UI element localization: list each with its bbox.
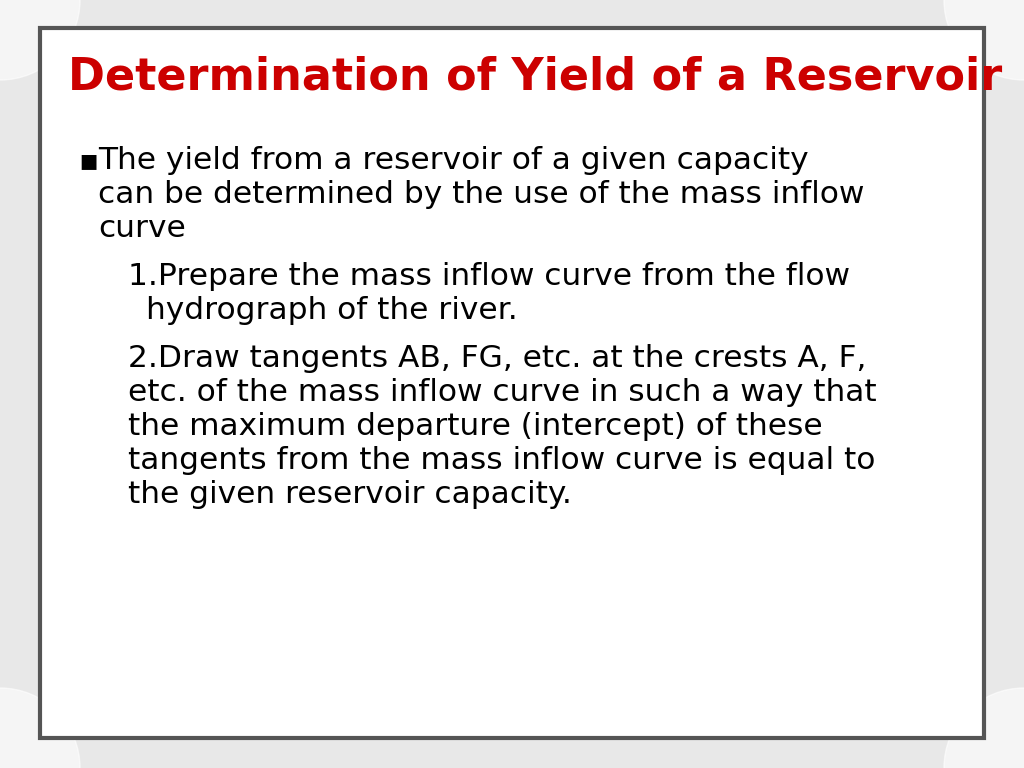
Text: etc. of the mass inflow curve in such a way that: etc. of the mass inflow curve in such a … — [128, 378, 877, 407]
Text: ▪: ▪ — [78, 146, 98, 175]
Circle shape — [944, 0, 1024, 80]
Text: curve: curve — [98, 214, 185, 243]
Text: the maximum departure (intercept) of these: the maximum departure (intercept) of the… — [128, 412, 822, 441]
Text: hydrograph of the river.: hydrograph of the river. — [146, 296, 518, 325]
Circle shape — [0, 688, 80, 768]
Text: tangents from the mass inflow curve is equal to: tangents from the mass inflow curve is e… — [128, 446, 876, 475]
Circle shape — [0, 0, 80, 80]
Text: can be determined by the use of the mass inflow: can be determined by the use of the mass… — [98, 180, 864, 209]
Text: 2.Draw tangents AB, FG, etc. at the crests A, F,: 2.Draw tangents AB, FG, etc. at the cres… — [128, 344, 866, 373]
Text: the given reservoir capacity.: the given reservoir capacity. — [128, 480, 571, 509]
Text: 1.Prepare the mass inflow curve from the flow: 1.Prepare the mass inflow curve from the… — [128, 262, 850, 291]
Circle shape — [944, 688, 1024, 768]
Text: Determination of Yield of a Reservoir: Determination of Yield of a Reservoir — [68, 56, 1002, 99]
Text: The yield from a reservoir of a given capacity: The yield from a reservoir of a given ca… — [98, 146, 809, 175]
